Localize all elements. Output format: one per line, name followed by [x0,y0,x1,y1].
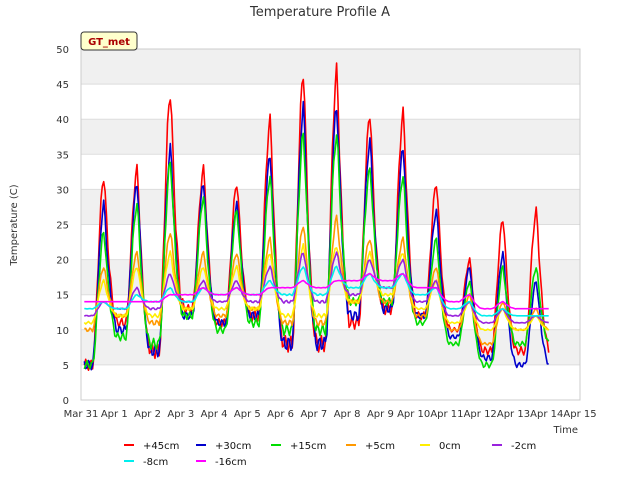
x-tick-label: Apr 8 [334,409,361,420]
x-tick-label: Apr 7 [300,409,327,420]
series-line [84,265,549,317]
x-tick-label: Apr 9 [367,409,394,420]
y-tick-label: 5 [63,361,69,372]
x-tick-label: Apr 14 [530,409,563,420]
series-line [83,132,550,370]
legend-entry: +5cm [365,441,395,452]
x-axis-label: Time [553,425,578,436]
series-lines [83,62,550,371]
x-tick-label: Apr 5 [234,409,261,420]
legend-entry: -16cm [215,457,247,468]
station-badge-box [80,31,138,51]
x-tick-label: Apr 4 [201,409,228,420]
x-tick-label: Apr 10 [397,409,430,420]
x-tick-label: Mar 31 [64,409,99,420]
legend-entry: +45cm [143,441,179,452]
x-tick-label: Apr 6 [267,409,294,420]
legend-entry: +30cm [215,441,251,452]
chart-title: Temperature Profile A [249,5,390,20]
station-badge: GT_met [80,31,138,51]
legend: +45cm +30cm +15cm +5cm 0cm -2cm -8cm -16cm [124,441,536,468]
x-tick-label: Apr 1 [101,409,128,420]
y-tick-label: 30 [56,185,69,196]
x-tick-label: Apr 3 [167,409,194,420]
station-label: GT_met [88,37,130,48]
x-tick-label: Apr 12 [464,409,497,420]
y-axis-label: Temperature (C) [9,184,20,266]
x-tick-label: Apr 13 [497,409,530,420]
background-band [81,119,580,155]
x-tick-label: Apr 11 [430,409,463,420]
y-tick-label: 15 [56,291,69,302]
legend-entry: 0cm [439,441,461,452]
background-band [81,49,580,85]
y-tick-label: 40 [56,115,69,126]
legend-entry: -8cm [143,457,168,468]
y-axis-ticks: 0 5 10 15 20 25 30 35 40 45 50 [56,45,69,407]
plot-frame [80,48,581,401]
y-tick-label: 35 [56,150,69,161]
x-axis-ticks: Mar 31 Apr 1 Apr 2 Apr 3 Apr 4 Apr 5 Apr 6 Apr … [64,409,597,420]
x-tick-label: Apr 2 [134,409,161,420]
series-line [84,272,549,310]
y-tick-label: 20 [56,256,69,267]
x-tick-label: Apr 15 [563,409,596,420]
legend-entry: +15cm [290,441,326,452]
legend-entry: -2cm [511,441,536,452]
y-tick-label: 0 [63,396,69,407]
y-tick-label: 50 [56,45,69,56]
y-tick-label: 45 [56,80,69,91]
y-tick-label: 25 [56,221,69,232]
y-tick-label: 10 [56,326,69,337]
background-band [81,329,580,365]
